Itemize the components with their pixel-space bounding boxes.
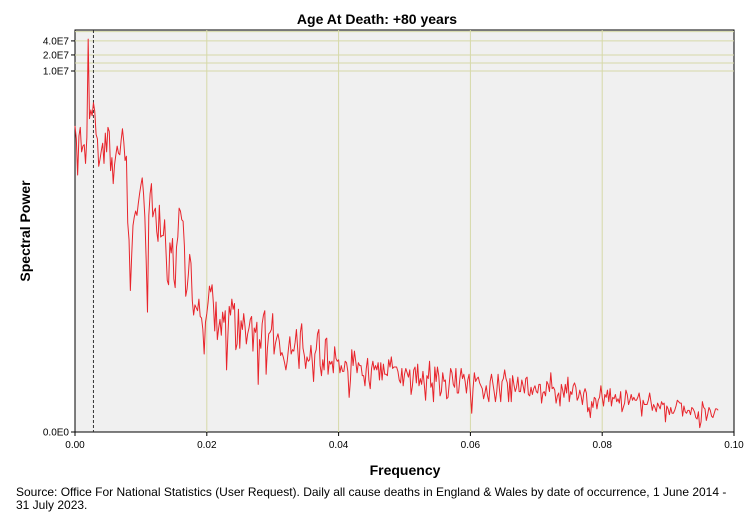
y-tick-label: 0.0E0: [43, 428, 70, 439]
x-axis-ticks: 0.00 0.02 0.04 0.06 0.08 0.10: [65, 432, 744, 451]
x-tick-label: 0.08: [592, 440, 612, 451]
y-axis-ticks: 4.0E7 2.0E7 1.0E7 0.0E0: [43, 36, 75, 439]
x-tick-label: 0.06: [461, 440, 481, 451]
x-tick-label: 0.10: [724, 440, 744, 451]
y-tick-label: 4.0E7: [43, 36, 70, 47]
series-line: [74, 38, 719, 429]
plot-area: [74, 29, 735, 433]
series-group: [74, 38, 719, 429]
x-tick-label: 0.02: [197, 440, 217, 451]
y-axis-label: Spectral Power: [17, 180, 33, 282]
grid-lines: [75, 30, 734, 432]
x-tick-label: 0.00: [65, 440, 85, 451]
y-tick-label: 2.0E7: [43, 50, 70, 61]
x-tick-label: 0.04: [329, 440, 349, 451]
x-axis-label: Frequency: [370, 462, 441, 478]
y-tick-label: 1.0E7: [43, 67, 70, 78]
chart-title: Age At Death: +80 years: [297, 11, 457, 27]
source-note: Source: Office For National Statistics (…: [16, 485, 727, 512]
